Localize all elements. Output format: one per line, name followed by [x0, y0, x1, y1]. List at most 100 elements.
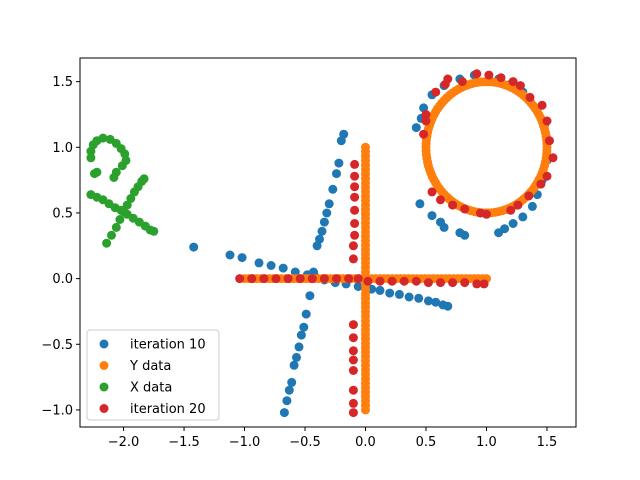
data-point [107, 230, 116, 240]
data-point [496, 73, 506, 83]
y-tick-label: −1.0 [41, 403, 73, 418]
data-point [324, 199, 334, 209]
data-point [235, 274, 245, 284]
data-point [431, 297, 441, 307]
data-point [278, 263, 288, 273]
data-point [436, 195, 445, 205]
data-point [279, 408, 289, 418]
x-axis: −2.0 −1.5 −1.0 −0.5 0.0 0.5 1.0 1.5 [108, 427, 558, 450]
data-point [122, 200, 132, 210]
data-point [436, 278, 445, 288]
data-point [348, 385, 358, 395]
data-point [427, 211, 437, 221]
data-point [414, 293, 424, 303]
data-point [115, 215, 125, 224]
data-point [348, 366, 358, 375]
data-point [411, 276, 421, 286]
legend-label: iteration 20 [130, 402, 206, 417]
data-point [287, 377, 297, 387]
data-point [542, 146, 552, 156]
legend-marker [99, 382, 109, 392]
data-point [332, 274, 341, 284]
data-point [518, 212, 528, 222]
data-point [111, 222, 121, 232]
data-point [419, 129, 429, 139]
data-point [375, 285, 385, 295]
data-point [109, 173, 119, 182]
legend-label: X data [130, 381, 172, 396]
data-point [307, 274, 317, 284]
data-point [423, 278, 433, 288]
data-point [421, 110, 431, 119]
data-point [322, 208, 332, 218]
data-point [336, 136, 346, 146]
legend-box [86, 329, 220, 421]
data-point [350, 159, 360, 169]
x-tick-label: 0.0 [355, 435, 376, 450]
data-point [295, 274, 305, 284]
data-point [385, 288, 395, 298]
data-point [319, 217, 329, 227]
data-point [375, 276, 385, 286]
data-point [494, 228, 504, 238]
data-point [332, 169, 341, 179]
data-point [117, 161, 127, 171]
y-axis: −1.0 −0.5 0.0 0.5 1.0 1.5 [41, 75, 80, 418]
x-tick-label: −2.0 [108, 435, 140, 450]
data-point [515, 81, 525, 91]
y-tick-label: −0.5 [41, 338, 73, 353]
data-point [189, 242, 199, 252]
data-point [421, 116, 431, 126]
data-point [460, 278, 470, 288]
data-point [334, 158, 344, 168]
x-tick-label: 0.5 [416, 435, 437, 450]
data-point [92, 167, 102, 177]
data-point [247, 274, 257, 284]
data-point [513, 200, 523, 210]
data-point [350, 171, 360, 181]
data-point [443, 74, 453, 84]
y-tick-label: 0.5 [52, 206, 73, 221]
data-point [353, 274, 363, 284]
data-point [344, 274, 354, 284]
data-point [484, 70, 494, 80]
x-tick-label: 1.0 [476, 435, 497, 450]
data-point [348, 355, 358, 365]
data-point [350, 192, 360, 202]
data-point [448, 278, 458, 288]
data-point [292, 352, 301, 362]
data-point [404, 292, 414, 302]
data-point [472, 279, 482, 289]
x-tick-label: −0.5 [289, 435, 321, 450]
data-point [411, 123, 421, 133]
data-point [139, 174, 149, 184]
data-point [525, 92, 535, 102]
data-point [457, 77, 467, 87]
data-point [305, 291, 315, 301]
data-point [363, 276, 373, 286]
data-point [387, 276, 397, 286]
data-point [348, 241, 358, 251]
data-point [415, 199, 425, 209]
data-point [301, 309, 311, 319]
data-point [399, 276, 409, 286]
x-tick-label: 1.5 [537, 435, 558, 450]
data-point [423, 296, 433, 306]
data-point [102, 238, 112, 248]
data-point [524, 191, 534, 201]
data-point [436, 217, 445, 227]
data-point [443, 301, 453, 311]
data-point [460, 204, 470, 214]
data-point [289, 360, 299, 370]
legend: iteration 10 Y data X data iteration 20 [86, 329, 220, 421]
data-point [472, 69, 482, 79]
data-point [348, 398, 358, 408]
legend-label: iteration 10 [130, 338, 206, 353]
data-point [506, 205, 516, 215]
data-point [394, 289, 404, 299]
data-point [536, 179, 546, 189]
data-point [508, 219, 518, 228]
x-tick-label: −1.5 [168, 435, 200, 450]
x-tick-label: −1.0 [229, 435, 261, 450]
